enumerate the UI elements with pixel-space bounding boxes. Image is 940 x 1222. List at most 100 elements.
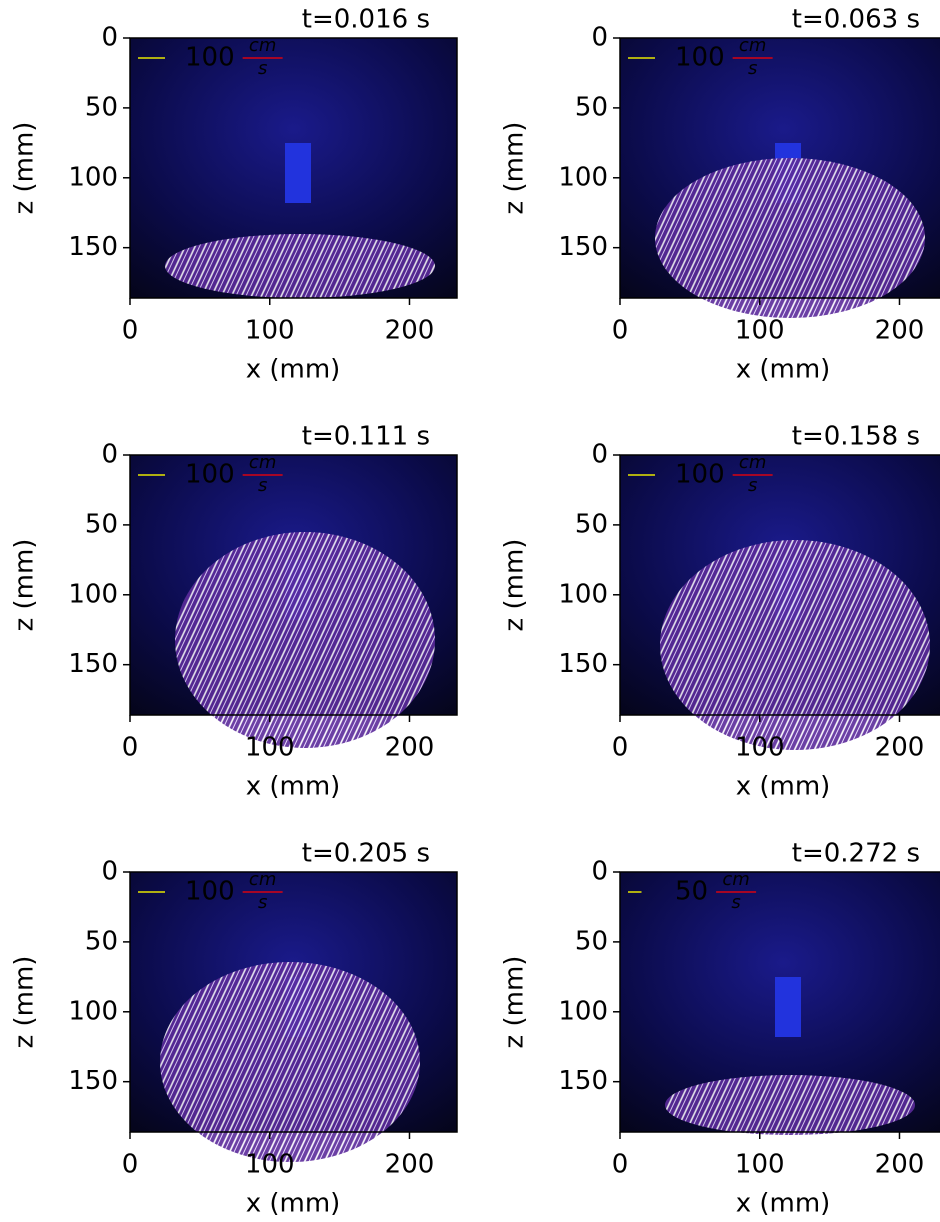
y-tick-label: 150 [558,649,608,679]
scale-unit-denominator: s [258,58,267,79]
scale-value: 100 [675,460,725,490]
panel-title: t=0.111 s [302,422,430,452]
x-axis-label: x (mm) [736,772,831,802]
particle-cloud [655,158,925,318]
y-tick-label: 50 [85,509,118,539]
y-axis-label: z (mm) [10,122,40,215]
y-tick-label: 0 [101,857,118,887]
x-tick-label: 200 [875,1150,925,1180]
y-tick-label: 50 [575,926,608,956]
x-tick-label: 0 [122,316,139,346]
y-tick-label: 100 [68,996,118,1026]
y-tick-label: 100 [558,162,608,192]
panel: 0 100 200 0 50 100 150 t=0.016 s x (mm) z (mm) 100… [10,5,458,385]
y-tick-label: 50 [575,509,608,539]
y-tick-label: 0 [591,23,608,53]
x-tick-label: 100 [735,1150,785,1180]
y-tick-label: 100 [68,162,118,192]
y-tick-label: 150 [68,649,118,679]
scale-value: 100 [675,43,725,73]
axes-frame [619,871,940,1133]
y-tick-label: 100 [68,579,118,609]
panel: 0 100 200 0 50 100 150 t=0.205 s x (mm) z (mm) 100… [10,839,458,1219]
y-tick-label: 0 [101,440,118,470]
panel-title: t=0.063 s [792,5,920,35]
panel: 0 100 200 0 50 100 150 t=0.111 s x (mm) z (mm) 100… [10,422,458,802]
y-axis-label: z (mm) [500,122,530,215]
panel-title: t=0.272 s [792,839,920,869]
x-tick-label: 0 [612,733,629,763]
axes-frame [129,871,458,1133]
x-axis-label: x (mm) [246,1189,341,1219]
y-tick-label: 50 [575,92,608,122]
x-tick-label: 0 [122,733,139,763]
y-tick-label: 100 [558,996,608,1026]
y-tick-label: 0 [591,857,608,887]
y-tick-label: 150 [558,232,608,262]
scale-value: 100 [185,43,235,73]
scale-unit-numerator: cm [249,869,276,890]
x-tick-label: 0 [612,316,629,346]
particle-cloud [165,234,435,298]
scale-unit-numerator: cm [722,869,749,890]
scale-unit-denominator: s [748,475,757,496]
x-tick-label: 200 [385,733,435,763]
axes-frame [619,37,940,299]
panel: 0 100 200 0 50 100 150 t=0.063 s x (mm) z (mm) 100… [500,5,940,385]
x-tick-label: 0 [612,1150,629,1180]
y-axis-label: z (mm) [10,956,40,1049]
x-tick-label: 100 [245,1150,295,1180]
scale-unit-numerator: cm [739,452,766,473]
scale-unit-numerator: cm [249,35,276,56]
y-tick-label: 150 [68,1066,118,1096]
axes-frame [129,37,458,299]
scale-value: 100 [185,460,235,490]
scale-value: 100 [185,877,235,907]
y-tick-label: 150 [68,232,118,262]
y-axis-label: z (mm) [10,539,40,632]
y-axis-label: z (mm) [500,956,530,1049]
x-tick-label: 100 [735,733,785,763]
x-tick-label: 200 [875,733,925,763]
x-tick-label: 200 [385,316,435,346]
y-tick-label: 0 [101,23,118,53]
nozzle [775,977,801,1037]
y-tick-label: 150 [558,1066,608,1096]
panel: 0 100 200 0 50 100 150 t=0.272 s x (mm) z (mm) 50 c… [500,839,940,1219]
x-axis-label: x (mm) [246,772,341,802]
axes-frame [619,454,940,716]
x-axis-label: x (mm) [736,1189,831,1219]
scale-unit-numerator: cm [739,35,766,56]
x-tick-label: 0 [122,1150,139,1180]
y-tick-label: 100 [558,579,608,609]
x-tick-label: 100 [245,733,295,763]
x-tick-label: 200 [385,1150,435,1180]
y-tick-label: 0 [591,440,608,470]
scale-value: 50 [675,877,708,907]
x-axis-label: x (mm) [246,355,341,385]
x-axis-label: x (mm) [736,355,831,385]
panel-title: t=0.016 s [302,5,430,35]
x-tick-label: 100 [245,316,295,346]
axes-frame [129,454,458,716]
particle-cloud [175,532,435,748]
y-tick-label: 50 [85,926,118,956]
particle-cloud [660,540,930,750]
x-tick-label: 200 [875,316,925,346]
x-tick-label: 100 [735,316,785,346]
panel-title: t=0.158 s [792,422,920,452]
scale-unit-denominator: s [731,892,740,913]
scale-unit-denominator: s [748,58,757,79]
y-tick-label: 50 [85,92,118,122]
panel-title: t=0.205 s [302,839,430,869]
scale-unit-numerator: cm [249,452,276,473]
particle-cloud [665,1075,915,1135]
particle-cloud [160,962,420,1162]
scale-unit-denominator: s [258,475,267,496]
panel: 0 100 200 0 50 100 150 t=0.158 s x (mm) z (mm) 100… [500,422,940,802]
y-axis-label: z (mm) [500,539,530,632]
scale-unit-denominator: s [258,892,267,913]
nozzle [285,143,311,203]
